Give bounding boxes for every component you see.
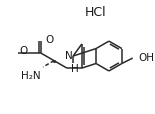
- Text: O: O: [19, 46, 27, 56]
- Text: HCl: HCl: [85, 6, 107, 19]
- Text: H₂N: H₂N: [21, 70, 40, 80]
- Text: OH: OH: [138, 53, 154, 63]
- Text: N: N: [65, 51, 73, 61]
- Text: O: O: [46, 34, 54, 44]
- Text: H: H: [71, 64, 79, 74]
